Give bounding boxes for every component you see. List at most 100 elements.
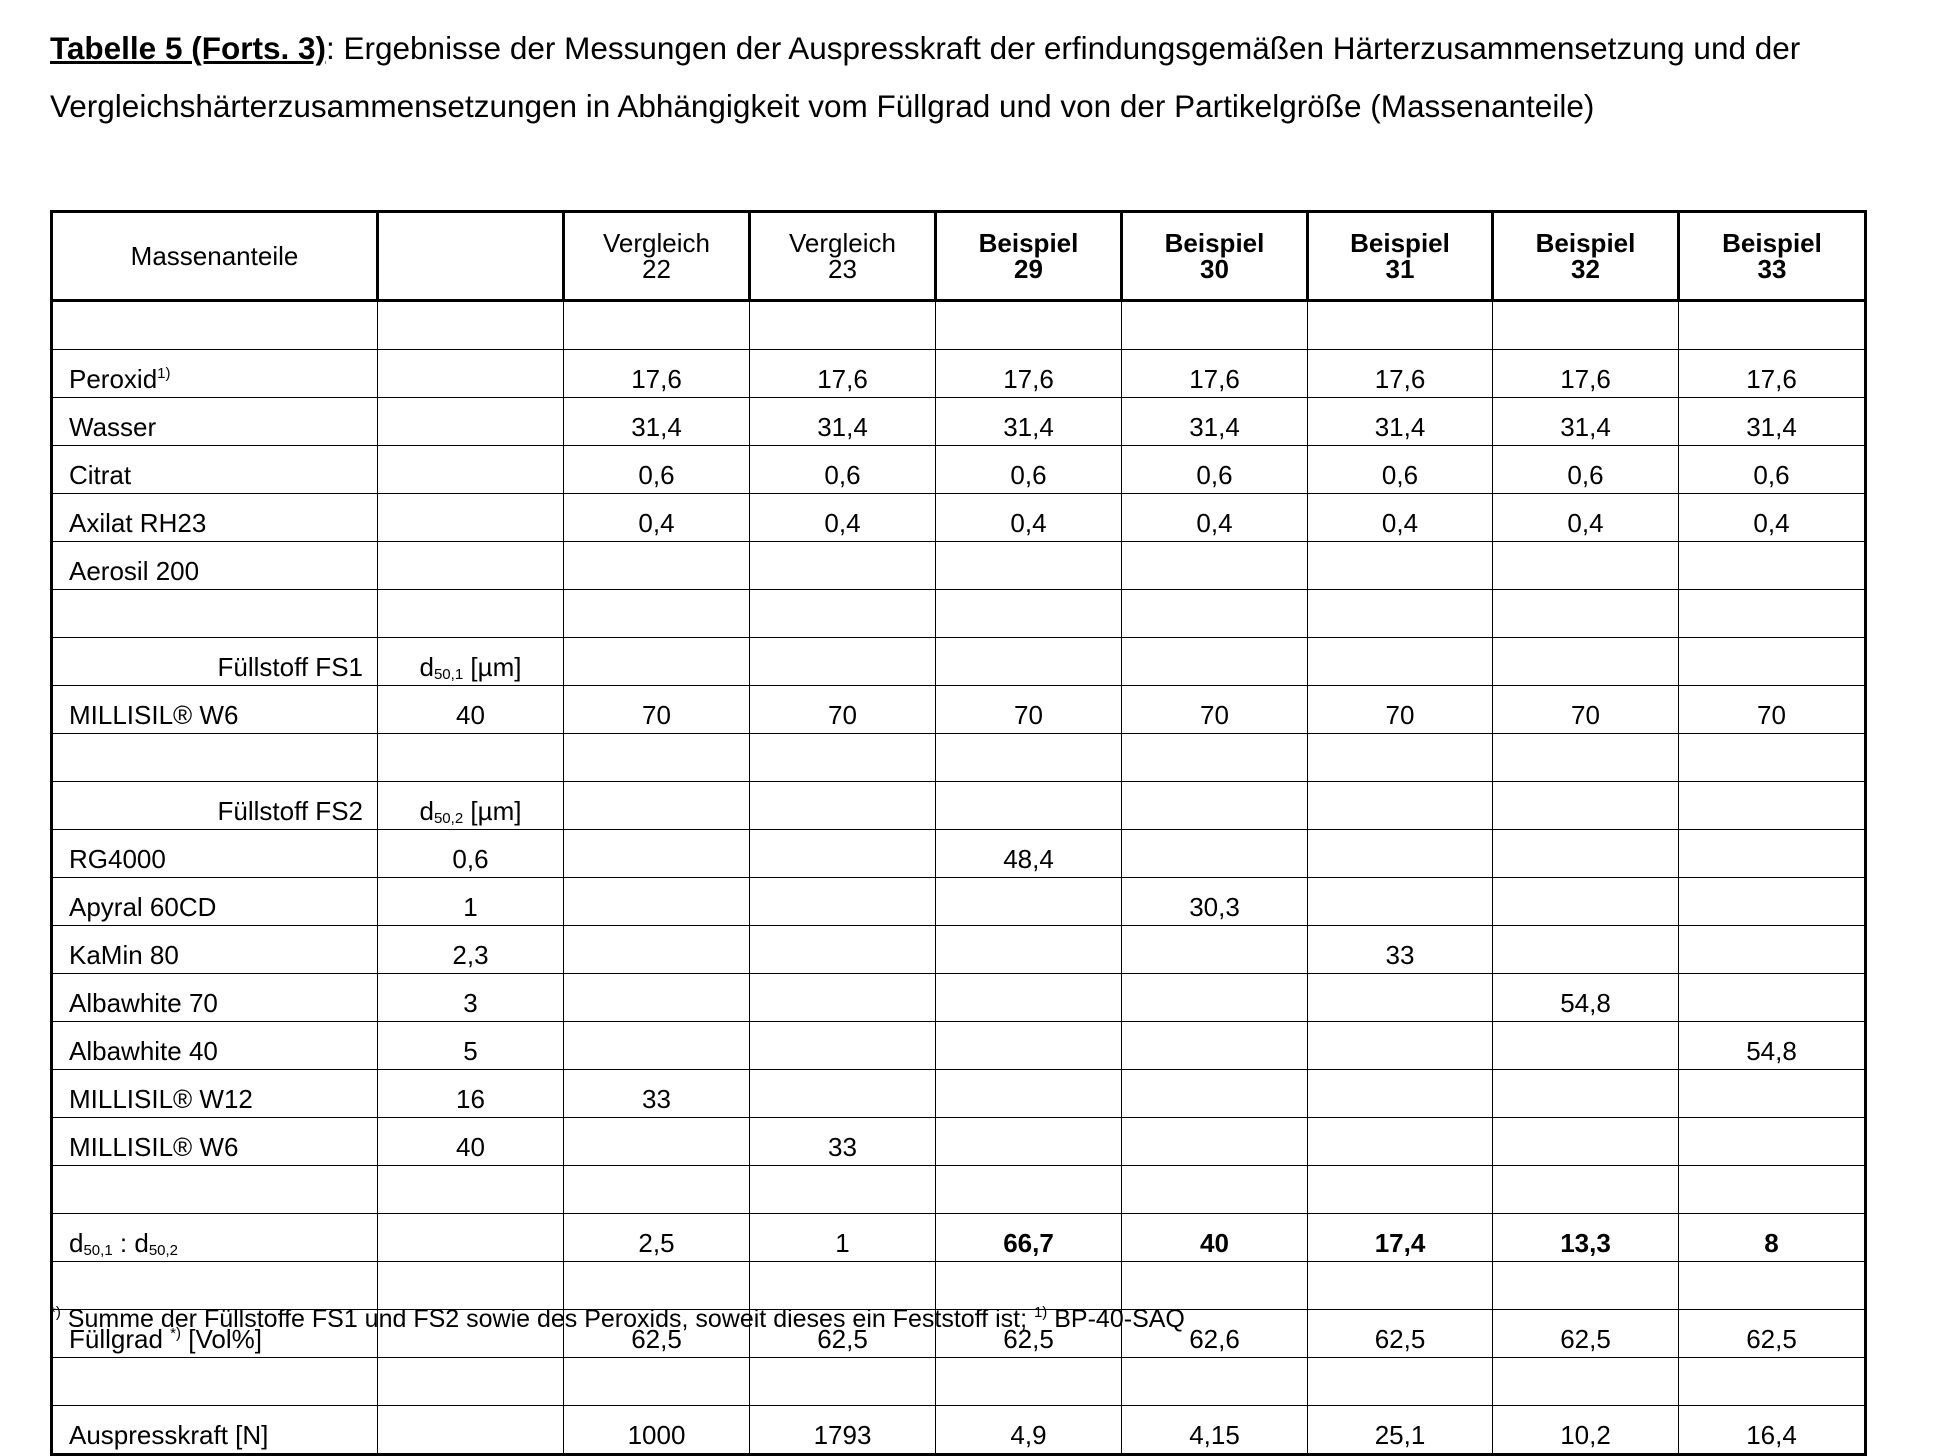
table-cell xyxy=(1679,1262,1866,1310)
table-row: Axilat RH230,40,40,40,40,40,40,4 xyxy=(52,494,1866,542)
table-cell xyxy=(1493,1262,1679,1310)
table-cell xyxy=(1308,1118,1493,1166)
table-cell xyxy=(378,398,564,446)
header-cell: Beispiel32 xyxy=(1493,212,1679,301)
table-cell: 70 xyxy=(1493,686,1679,734)
table-cell xyxy=(936,590,1122,638)
title-label: Tabelle 5 (Forts. 3) xyxy=(50,30,326,66)
table-row: MILLISIL® W121633 xyxy=(52,1070,1866,1118)
table-cell: 1000 xyxy=(564,1406,750,1455)
table-cell: 0,6 xyxy=(1308,446,1493,494)
table-cell xyxy=(936,734,1122,782)
table-cell xyxy=(1122,782,1308,830)
table-cell xyxy=(1122,1358,1308,1406)
table-cell: 33 xyxy=(564,1070,750,1118)
table-cell xyxy=(750,590,936,638)
table-cell: Albawhite 40 xyxy=(52,1022,378,1070)
table-cell xyxy=(1122,1118,1308,1166)
table-cell: MILLISIL® W6 xyxy=(52,1118,378,1166)
table-cell: 25,1 xyxy=(1308,1406,1493,1455)
cell-text: 1) xyxy=(157,365,170,382)
footnote: *) Summe der Füllstoffe FS1 und FS2 sowi… xyxy=(50,1305,1185,1334)
table-cell xyxy=(750,638,936,686)
table-cell: Peroxid1) xyxy=(52,350,378,398)
table-cell xyxy=(1308,1022,1493,1070)
table-cell xyxy=(1679,638,1866,686)
table-cell: 48,4 xyxy=(936,830,1122,878)
header-line: Beispiel xyxy=(1127,230,1302,256)
table-cell xyxy=(378,1166,564,1214)
cell-text: : d xyxy=(113,1228,149,1258)
cell-text: d xyxy=(69,1228,83,1258)
table-cell: 40 xyxy=(378,686,564,734)
table-cell xyxy=(1308,1070,1493,1118)
title-line: Vergleichshärterzusammensetzungen in Abh… xyxy=(50,88,1594,125)
table-row: Apyral 60CD130,3 xyxy=(52,878,1866,926)
table-cell xyxy=(1679,301,1866,350)
table-cell: 17,6 xyxy=(1493,350,1679,398)
table-cell xyxy=(1493,878,1679,926)
table-cell: 30,3 xyxy=(1122,878,1308,926)
table-row: Aerosil 200 xyxy=(52,542,1866,590)
table-cell xyxy=(1122,734,1308,782)
table-cell: 0,6 xyxy=(936,446,1122,494)
table-cell: 0,6 xyxy=(378,830,564,878)
table-cell xyxy=(1308,1262,1493,1310)
table-cell xyxy=(1679,878,1866,926)
table-cell xyxy=(1493,1118,1679,1166)
table-cell: 5 xyxy=(378,1022,564,1070)
table-cell: 0,4 xyxy=(1122,494,1308,542)
table-cell: RG4000 xyxy=(52,830,378,878)
table-cell xyxy=(936,926,1122,974)
table-cell xyxy=(1679,926,1866,974)
cell-text: 50,1 xyxy=(83,1242,112,1259)
table-cell: 1 xyxy=(378,878,564,926)
table-cell: 70 xyxy=(1679,686,1866,734)
table-cell xyxy=(564,301,750,350)
table-cell xyxy=(564,638,750,686)
table-cell xyxy=(1493,1070,1679,1118)
table-cell xyxy=(750,1070,936,1118)
table-cell: 40 xyxy=(1122,1214,1308,1262)
header-line: 29 xyxy=(941,256,1116,282)
table-cell: 70 xyxy=(564,686,750,734)
table-cell: 54,8 xyxy=(1679,1022,1866,1070)
table-cell xyxy=(564,734,750,782)
header-line: Vergleich xyxy=(569,230,744,256)
table-cell: 62,5 xyxy=(1308,1310,1493,1358)
table-cell xyxy=(936,638,1122,686)
table-cell xyxy=(750,542,936,590)
header-cell: Vergleich23 xyxy=(750,212,936,301)
table-cell: 17,6 xyxy=(564,350,750,398)
table-cell: 17,6 xyxy=(936,350,1122,398)
header-cell: Massenanteile xyxy=(52,212,378,301)
table-cell xyxy=(936,878,1122,926)
table-cell xyxy=(1122,1262,1308,1310)
title-line: Tabelle 5 (Forts. 3): Ergebnisse der Mes… xyxy=(50,30,1800,67)
table-row: d50,1 : d50,22,5166,74017,413,38 xyxy=(52,1214,1866,1262)
table-cell xyxy=(564,590,750,638)
header-line: Beispiel xyxy=(941,230,1116,256)
table-cell xyxy=(52,301,378,350)
table-cell: 0,6 xyxy=(1122,446,1308,494)
table-cell: 33 xyxy=(750,1118,936,1166)
cell-text: 50,2 xyxy=(149,1242,178,1259)
header-line: 31 xyxy=(1313,256,1487,282)
table-cell: 31,4 xyxy=(1679,398,1866,446)
table-cell: Albawhite 70 xyxy=(52,974,378,1022)
header-cell: Beispiel30 xyxy=(1122,212,1308,301)
table-cell xyxy=(1122,974,1308,1022)
table-row xyxy=(52,590,1866,638)
table-cell xyxy=(750,878,936,926)
header-cell: Vergleich22 xyxy=(564,212,750,301)
table-cell xyxy=(1493,1022,1679,1070)
table-cell xyxy=(1679,782,1866,830)
cell-text: 50,1 xyxy=(434,666,463,683)
table-cell xyxy=(52,734,378,782)
table-cell: 40 xyxy=(378,1118,564,1166)
table-row: MILLISIL® W640 33 xyxy=(52,1118,1866,1166)
table-row: Wasser31,431,431,431,431,431,431,4 xyxy=(52,398,1866,446)
table-row xyxy=(52,301,1866,350)
table-cell xyxy=(1308,830,1493,878)
table-row: Citrat0,60,60,60,60,60,60,6 xyxy=(52,446,1866,494)
